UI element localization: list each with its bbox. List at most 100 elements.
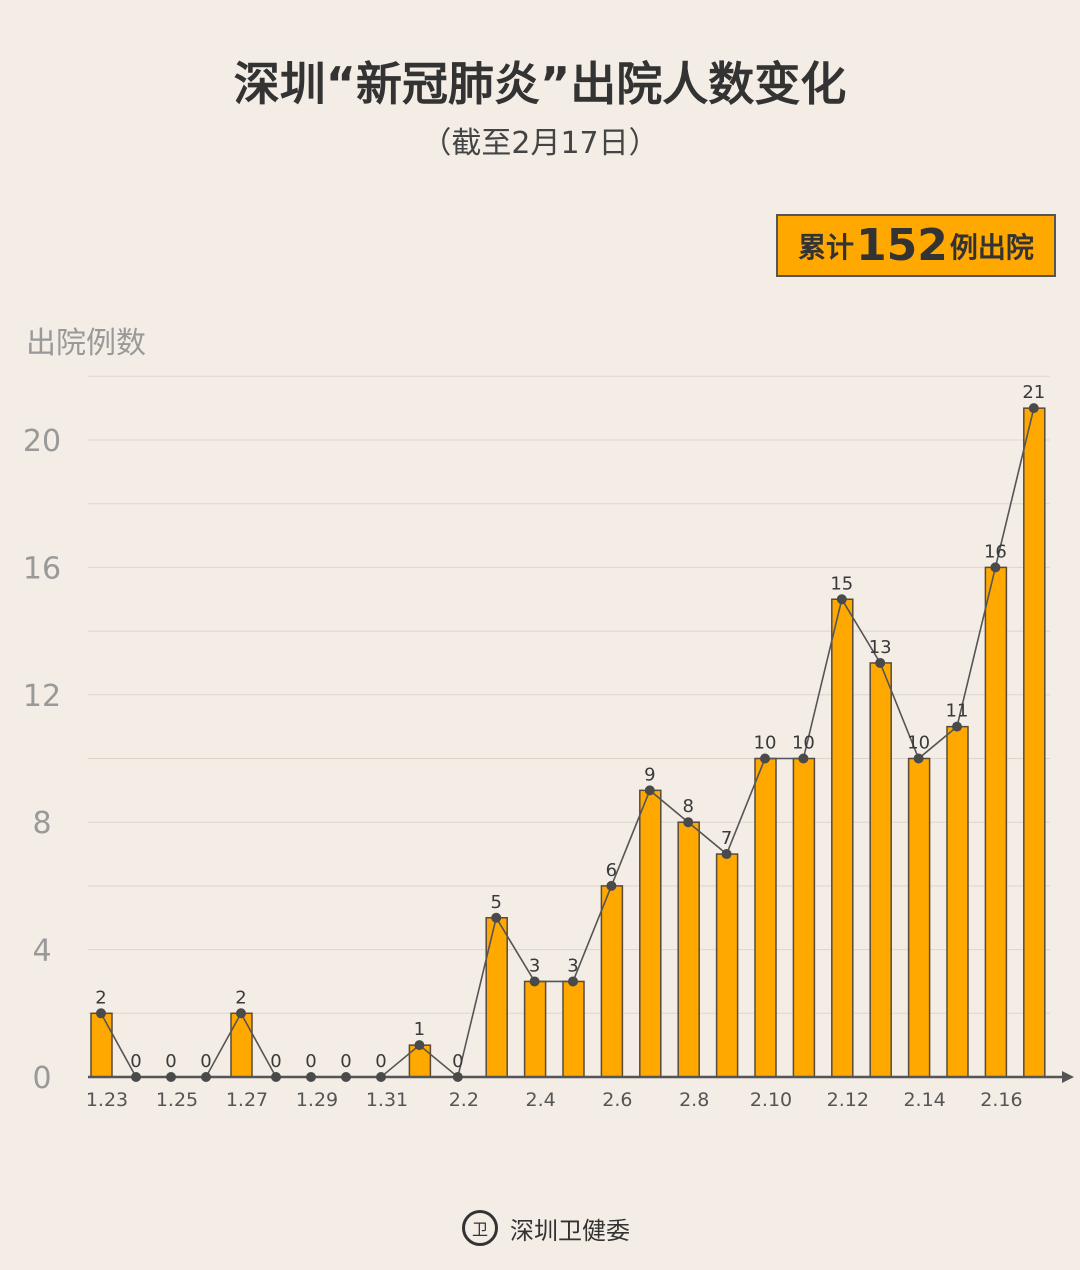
x-tick-label: 1.31 — [366, 1089, 408, 1111]
bar-2.13 — [869, 662, 892, 1078]
y-axis-label: 出院例数 — [26, 326, 146, 361]
data-label-1.25: 0 — [165, 1051, 176, 1072]
data-label-2.4: 3 — [529, 955, 540, 976]
bar-2.3 — [485, 917, 508, 1078]
x-tick-label: 1.25 — [156, 1089, 198, 1111]
bar-2.8 — [677, 821, 700, 1078]
data-label-2.15: 11 — [946, 701, 969, 722]
data-label-1.28: 0 — [270, 1051, 281, 1072]
data-label-2.11: 10 — [792, 733, 815, 754]
data-label-1.31: 0 — [375, 1051, 386, 1072]
point-1.23 — [96, 1008, 106, 1019]
badge-value: 152 — [856, 220, 948, 271]
point-1.24 — [131, 1072, 141, 1082]
point-2.7 — [644, 785, 655, 796]
y-tick-label: 20 — [23, 424, 61, 459]
data-label-1.26: 0 — [200, 1051, 211, 1072]
footer: 卫 深圳卫健委 — [462, 1210, 630, 1246]
data-label-2.7: 9 — [644, 764, 655, 785]
bar-2.4 — [523, 980, 547, 1078]
data-label-2.9: 7 — [721, 828, 732, 849]
data-label-2.2: 0 — [452, 1051, 463, 1072]
x-tick-label: 1.27 — [226, 1089, 268, 1111]
x-tick-label: 2.2 — [449, 1089, 479, 1111]
y-tick-label: 12 — [23, 679, 61, 714]
point-1.29 — [306, 1072, 316, 1082]
point-2.8 — [683, 817, 694, 828]
y-tick-label: 8 — [32, 806, 51, 841]
data-label-1.30: 0 — [340, 1051, 351, 1072]
point-2.12 — [836, 594, 847, 605]
point-2.9 — [721, 849, 732, 860]
point-1.27 — [236, 1008, 246, 1019]
bar-2.5 — [562, 980, 585, 1078]
x-tick-label: 2.10 — [750, 1089, 792, 1111]
data-label-2.14: 10 — [907, 733, 930, 754]
data-label-1.24: 0 — [130, 1051, 141, 1072]
data-label-2.10: 10 — [754, 733, 777, 754]
point-2.13 — [875, 657, 886, 668]
bar-2.12 — [831, 598, 854, 1078]
point-1.28 — [271, 1072, 281, 1082]
data-label-2.5: 3 — [567, 955, 578, 976]
point-2.5 — [568, 976, 578, 987]
y-tick-label: 16 — [23, 551, 61, 586]
data-label-2.1: 1 — [414, 1019, 425, 1040]
x-tick-label: 2.4 — [525, 1089, 555, 1111]
bar-2.15 — [946, 725, 969, 1078]
data-label-2.3: 5 — [490, 892, 501, 913]
y-tick-label: 0 — [32, 1061, 51, 1096]
x-tick-label: 2.8 — [679, 1089, 709, 1111]
point-2.17 — [1028, 403, 1039, 414]
x-axis-arrow-icon — [1062, 1071, 1074, 1083]
data-label-2.8: 8 — [682, 796, 693, 817]
x-tick-label: 2.16 — [980, 1089, 1022, 1111]
point-1.31 — [376, 1072, 386, 1082]
point-2.11 — [798, 753, 809, 764]
bar-2.6 — [600, 885, 624, 1078]
data-label-2.13: 13 — [869, 637, 892, 658]
x-tick-label: 1.29 — [296, 1089, 338, 1111]
chart-subtitle: （截至2月17日） — [421, 126, 659, 161]
bar-2.17 — [1023, 407, 1046, 1078]
bar-2.9 — [715, 853, 739, 1078]
health-commission-seal-icon: 卫 — [462, 1210, 498, 1246]
data-label-1.27: 2 — [235, 987, 246, 1008]
bar-2.11 — [792, 757, 816, 1078]
x-tick-label: 1.23 — [86, 1089, 128, 1111]
total-discharged-badge: 累计 152 例出院 — [776, 214, 1056, 277]
bar-1.27 — [230, 1012, 253, 1078]
badge-suffix: 例出院 — [949, 230, 1034, 264]
data-label-2.6: 6 — [606, 860, 617, 881]
data-label-2.16: 16 — [984, 541, 1007, 562]
x-tick-label: 2.12 — [827, 1089, 869, 1111]
point-2.10 — [760, 753, 770, 764]
badge-prefix: 累计 — [798, 230, 855, 264]
point-2.3 — [491, 912, 502, 923]
point-1.25 — [166, 1072, 176, 1082]
bar-2.16 — [984, 566, 1008, 1078]
point-2.15 — [952, 721, 962, 732]
point-1.26 — [201, 1072, 211, 1082]
point-2.4 — [529, 976, 540, 987]
trend-line — [100, 407, 1035, 1079]
y-tick-label: 4 — [32, 934, 51, 969]
data-label-1.29: 0 — [305, 1051, 316, 1072]
x-tick-label: 2.6 — [602, 1089, 632, 1111]
data-label-2.12: 15 — [830, 573, 853, 594]
point-1.30 — [341, 1072, 351, 1082]
chart-title: 深圳“新冠肺炎”出院人数变化 — [233, 57, 847, 111]
bar-2.7 — [639, 789, 662, 1078]
point-2.6 — [606, 880, 617, 891]
point-2.16 — [990, 562, 1001, 573]
data-label-2.17: 21 — [1022, 382, 1045, 403]
bar-1.23 — [90, 1012, 113, 1078]
bar-2.10 — [754, 757, 777, 1078]
point-2.14 — [913, 753, 924, 764]
point-2.2 — [452, 1072, 463, 1082]
data-label-1.23: 2 — [95, 987, 106, 1008]
bar-2.14 — [907, 757, 931, 1078]
x-tick-label: 2.14 — [903, 1089, 945, 1111]
point-2.1 — [414, 1040, 425, 1051]
